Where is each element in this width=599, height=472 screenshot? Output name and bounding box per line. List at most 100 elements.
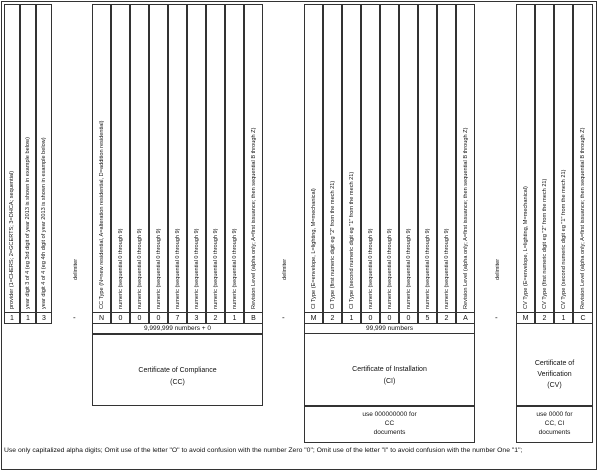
- column-ci-numeric: numeric (sequential 0 through 9): [437, 4, 456, 312]
- column-label: numeric (sequential 0 through 9): [117, 227, 124, 309]
- column-ci-type: CI Type (E=envelope, L=lighting, M=mecha…: [304, 4, 323, 312]
- column-label: numeric (sequential 0 through 9): [424, 227, 431, 309]
- column-label: year digit 3 of 4 (eg 3rd digit of year …: [24, 136, 31, 309]
- column-label: numeric (sequential 0 through 9): [136, 227, 143, 309]
- delimiter-label-2: delimiter: [282, 258, 288, 280]
- code-cell: 3: [187, 312, 206, 324]
- cc-section: Certificate of Compliance (CC): [92, 334, 263, 406]
- column-ci-numeric: numeric (sequential 0 through 9): [399, 4, 418, 312]
- cv-title-line-1: Certificate of: [534, 360, 575, 367]
- cv-note-line-3: documents: [538, 429, 571, 436]
- ci-note: use 000000000 for CC documents: [304, 406, 475, 443]
- code-cell: 0: [380, 312, 399, 324]
- code-cell: 0: [399, 312, 418, 324]
- code-cell: 1: [554, 312, 573, 324]
- code-cell: N: [92, 312, 111, 324]
- column-cv-revision: Revision Level (alpha only; A=first issu…: [573, 4, 593, 312]
- code-cell: 0: [111, 312, 130, 324]
- code-cell: 2: [437, 312, 456, 324]
- code-cell: 2: [206, 312, 225, 324]
- ci-section: Certificate of Installation (CI): [304, 324, 475, 406]
- column-label: provider (1=CHERS; 2=GCERTS; 3=DHCA; seq…: [8, 170, 15, 309]
- column-cc-numeric: numeric (sequential 0 through 9): [187, 4, 206, 312]
- column-cv-digit-2: CV Type (second numeric digit eg "1" fro…: [554, 4, 573, 312]
- code-cell: 0: [361, 312, 380, 324]
- cv-note: use 0000 for CC, CI documents: [516, 406, 593, 443]
- code-cell: 2: [535, 312, 554, 324]
- column-label: numeric (sequential 0 through 9): [174, 227, 181, 309]
- delimiter-label-3: delimiter: [495, 258, 501, 280]
- column-cc-numeric: numeric (sequential 0 through 9): [111, 4, 130, 312]
- code-cell: 1: [4, 312, 20, 324]
- column-label: Revision Level (alpha only; A=first issu…: [462, 127, 469, 309]
- delimiter-dash-1: -: [73, 313, 76, 322]
- column-label: CI Type (first numeric digit eg "2" from…: [329, 180, 336, 309]
- column-cc-numeric: numeric (sequential 0 through 9): [130, 4, 149, 312]
- ci-title: Certificate of Installation: [352, 366, 427, 373]
- column-cc-numeric: numeric (sequential 0 through 9): [168, 4, 187, 312]
- cv-abbr: (CV): [547, 382, 562, 389]
- column-label: CV Type (E=envelope, L=lighting, M=mecha…: [522, 185, 529, 309]
- column-label: numeric (sequential 0 through 9): [386, 227, 393, 309]
- column-label: numeric (sequential 0 through 9): [367, 227, 374, 309]
- code-cell: M: [516, 312, 535, 324]
- delimiter-dash-3: -: [495, 313, 498, 322]
- column-label: CI Type (E=envelope, L=lighting, M=mecha…: [310, 187, 317, 309]
- code-cell: M: [304, 312, 323, 324]
- column-cv-digit-1: CV Type (first numeric digit eg "2" from…: [535, 4, 554, 312]
- cc-count: 9,999,999 numbers + 0: [92, 324, 263, 334]
- delimiter-label-1: delimiter: [73, 258, 79, 280]
- code-cell: A: [456, 312, 475, 324]
- code-cell: C: [573, 312, 593, 324]
- code-cell: 2: [323, 312, 342, 324]
- ci-abbr: (CI): [383, 378, 396, 385]
- column-label: numeric (sequential 0 through 9): [231, 227, 238, 309]
- column-label: CI Type (second numeric digit eg "1" fro…: [348, 171, 355, 309]
- column-label: Revision Level (alpha only; A=first issu…: [250, 127, 257, 309]
- code-cell: 1: [225, 312, 244, 324]
- code-cell: 7: [168, 312, 187, 324]
- cc-title: Certificate of Compliance: [138, 367, 217, 374]
- column-label: numeric (sequential 0 through 9): [212, 227, 219, 309]
- ci-note-line-3: documents: [373, 429, 406, 436]
- column-ci-numeric: numeric (sequential 0 through 9): [418, 4, 437, 312]
- code-cell: 0: [149, 312, 168, 324]
- column-label: numeric (sequential 0 through 9): [155, 227, 162, 309]
- column-cc-numeric: numeric (sequential 0 through 9): [206, 4, 225, 312]
- cv-title-line-2: Verification: [537, 371, 572, 378]
- column-cc-numeric: numeric (sequential 0 through 9): [225, 4, 244, 312]
- code-cell: 0: [130, 312, 149, 324]
- column-ci-numeric: numeric (sequential 0 through 9): [380, 4, 399, 312]
- column-ci-digit-2: CI Type (second numeric digit eg "1" fro…: [342, 4, 361, 312]
- column-cc-revision: Revision Level (alpha only; A=first issu…: [244, 4, 263, 312]
- code-cell: 1: [342, 312, 361, 324]
- column-cc-numeric: numeric (sequential 0 through 9): [149, 4, 168, 312]
- cc-abbr: (CC): [170, 379, 185, 386]
- cv-note-line-1: use 0000 for: [536, 411, 573, 418]
- footer-note: Use only capitalized alpha digits; Omit …: [4, 447, 523, 454]
- delimiter-dash-2: -: [282, 313, 285, 322]
- column-label: numeric (sequential 0 through 9): [193, 227, 200, 309]
- column-ci-digit-1: CI Type (first numeric digit eg "2" from…: [323, 4, 342, 312]
- code-cell: 3: [36, 312, 52, 324]
- column-label: numeric (sequential 0 through 9): [405, 227, 412, 309]
- column-ci-revision: Revision Level (alpha only; A=first issu…: [456, 4, 475, 312]
- code-cell: 5: [418, 312, 437, 324]
- ci-note-line-2: CC: [384, 420, 395, 427]
- column-year-digit-3: year digit 3 of 4 (eg 3rd digit of year …: [20, 4, 36, 312]
- cv-note-line-2: CC, CI: [544, 420, 565, 427]
- column-ci-numeric: numeric (sequential 0 through 9): [361, 4, 380, 312]
- column-label: Revision Level (alpha only; A=first issu…: [579, 127, 586, 309]
- column-label: numeric (sequential 0 through 9): [443, 227, 450, 309]
- code-cell: B: [244, 312, 263, 324]
- code-cell: 1: [20, 312, 36, 324]
- column-label: CC Type (N=new residential, A=alteration…: [98, 120, 105, 309]
- cv-section: Certificate of Verification (CV): [516, 324, 593, 406]
- column-label: CV Type (first numeric digit eg "2" from…: [541, 178, 548, 309]
- column-year-digit-4: year digit 4 of 4 (eg 4th digit of year …: [36, 4, 52, 312]
- column-cv-type: CV Type (E=envelope, L=lighting, M=mecha…: [516, 4, 535, 312]
- ci-note-line-1: use 000000000 for: [362, 411, 417, 418]
- column-provider: provider (1=CHERS; 2=GCERTS; 3=DHCA; seq…: [4, 4, 20, 312]
- column-cc-type: CC Type (N=new residential, A=alteration…: [92, 4, 111, 312]
